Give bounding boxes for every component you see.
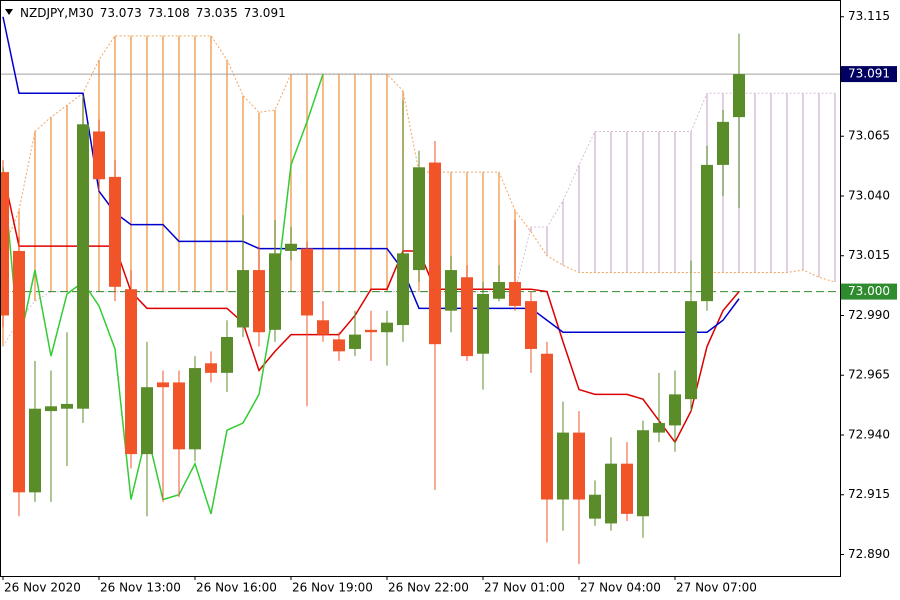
candle-body xyxy=(269,253,281,330)
candle-body xyxy=(45,406,57,412)
y-tick-label: 72.990 xyxy=(848,308,890,322)
y-tick-label: 73.040 xyxy=(848,188,890,202)
candle-body xyxy=(237,270,249,328)
x-tick-label: 26 Nov 16:00 xyxy=(196,581,277,595)
candle-body xyxy=(317,320,329,335)
indicator-line xyxy=(2,16,740,333)
candle-body xyxy=(381,322,393,333)
candle-body xyxy=(141,387,153,455)
candle-body xyxy=(397,253,409,326)
candle-body xyxy=(61,403,73,409)
candle-body xyxy=(93,131,105,180)
span-b-line xyxy=(2,92,835,347)
header-low: 73.035 xyxy=(196,6,238,20)
x-tick-label: 27 Nov 01:00 xyxy=(484,581,565,595)
y-tick-label: 72.965 xyxy=(848,368,890,382)
candle-body xyxy=(637,430,649,517)
candle-body xyxy=(701,164,713,302)
candle-body xyxy=(413,167,425,271)
candle-body xyxy=(621,463,633,514)
candle-body xyxy=(157,382,169,388)
candle-body xyxy=(173,382,185,450)
candle-body xyxy=(653,423,665,433)
candle-body xyxy=(13,250,25,493)
x-tick-label: 26 Nov 13:00 xyxy=(100,581,181,595)
candle-body xyxy=(733,74,745,118)
candle-body xyxy=(285,243,297,251)
bid-box xyxy=(841,66,897,83)
y-tick-label: 73.015 xyxy=(848,248,890,262)
header-high: 73.108 xyxy=(148,6,190,20)
y-tick-label: 73.115 xyxy=(848,9,890,23)
bid-label: 73.091 xyxy=(848,67,890,81)
indicator-line xyxy=(2,171,740,444)
candle-body xyxy=(301,248,313,316)
candle-body xyxy=(189,368,201,450)
level-label: 73.000 xyxy=(848,284,890,298)
x-tick-label: 27 Nov 07:00 xyxy=(676,581,757,595)
candle-body xyxy=(557,432,569,500)
symbol: NZDJPY,M30 xyxy=(20,6,94,20)
plot-border xyxy=(0,0,841,577)
candle-body xyxy=(509,282,521,306)
candle-body xyxy=(0,172,9,316)
candle-body xyxy=(221,336,233,373)
plot-area xyxy=(0,16,840,565)
menu-triangle[interactable] xyxy=(5,9,13,15)
candle-body xyxy=(669,394,681,426)
candle-body xyxy=(77,124,89,409)
header-close: 73.091 xyxy=(244,6,286,20)
candle-body xyxy=(109,176,121,287)
candle-body xyxy=(205,363,217,373)
candle-body xyxy=(525,301,537,349)
candle-body xyxy=(477,293,489,354)
header-open: 73.073 xyxy=(100,6,142,20)
candle-body xyxy=(29,408,41,493)
candle-body xyxy=(253,270,265,333)
y-tick-label: 72.890 xyxy=(848,547,890,561)
candle-body xyxy=(125,289,137,455)
y-tick-label: 72.915 xyxy=(848,487,890,501)
x-tick-label: 26 Nov 22:00 xyxy=(388,581,469,595)
candle-body xyxy=(685,301,697,400)
candle-body xyxy=(365,329,377,333)
candle-body xyxy=(573,432,585,500)
candle-body xyxy=(605,463,617,524)
candle-body xyxy=(349,334,361,349)
y-tick-label: 72.940 xyxy=(848,427,890,441)
header: NZDJPY,M30 73.073 73.108 73.035 73.091 xyxy=(20,6,286,20)
candle-body xyxy=(717,121,729,165)
y-tick-label: 73.065 xyxy=(848,129,890,143)
level-box xyxy=(841,283,897,300)
candle-body xyxy=(429,162,441,345)
x-tick-label: 26 Nov 19:00 xyxy=(292,581,373,595)
candle-body xyxy=(493,282,505,299)
candle-body xyxy=(589,494,601,519)
candle-body xyxy=(541,353,553,500)
candle-body xyxy=(333,339,345,352)
candle-body xyxy=(445,270,457,311)
x-tick-label: 26 Nov 2020 xyxy=(4,581,81,595)
x-tick-label: 27 Nov 04:00 xyxy=(580,581,661,595)
candle-body xyxy=(461,277,473,357)
